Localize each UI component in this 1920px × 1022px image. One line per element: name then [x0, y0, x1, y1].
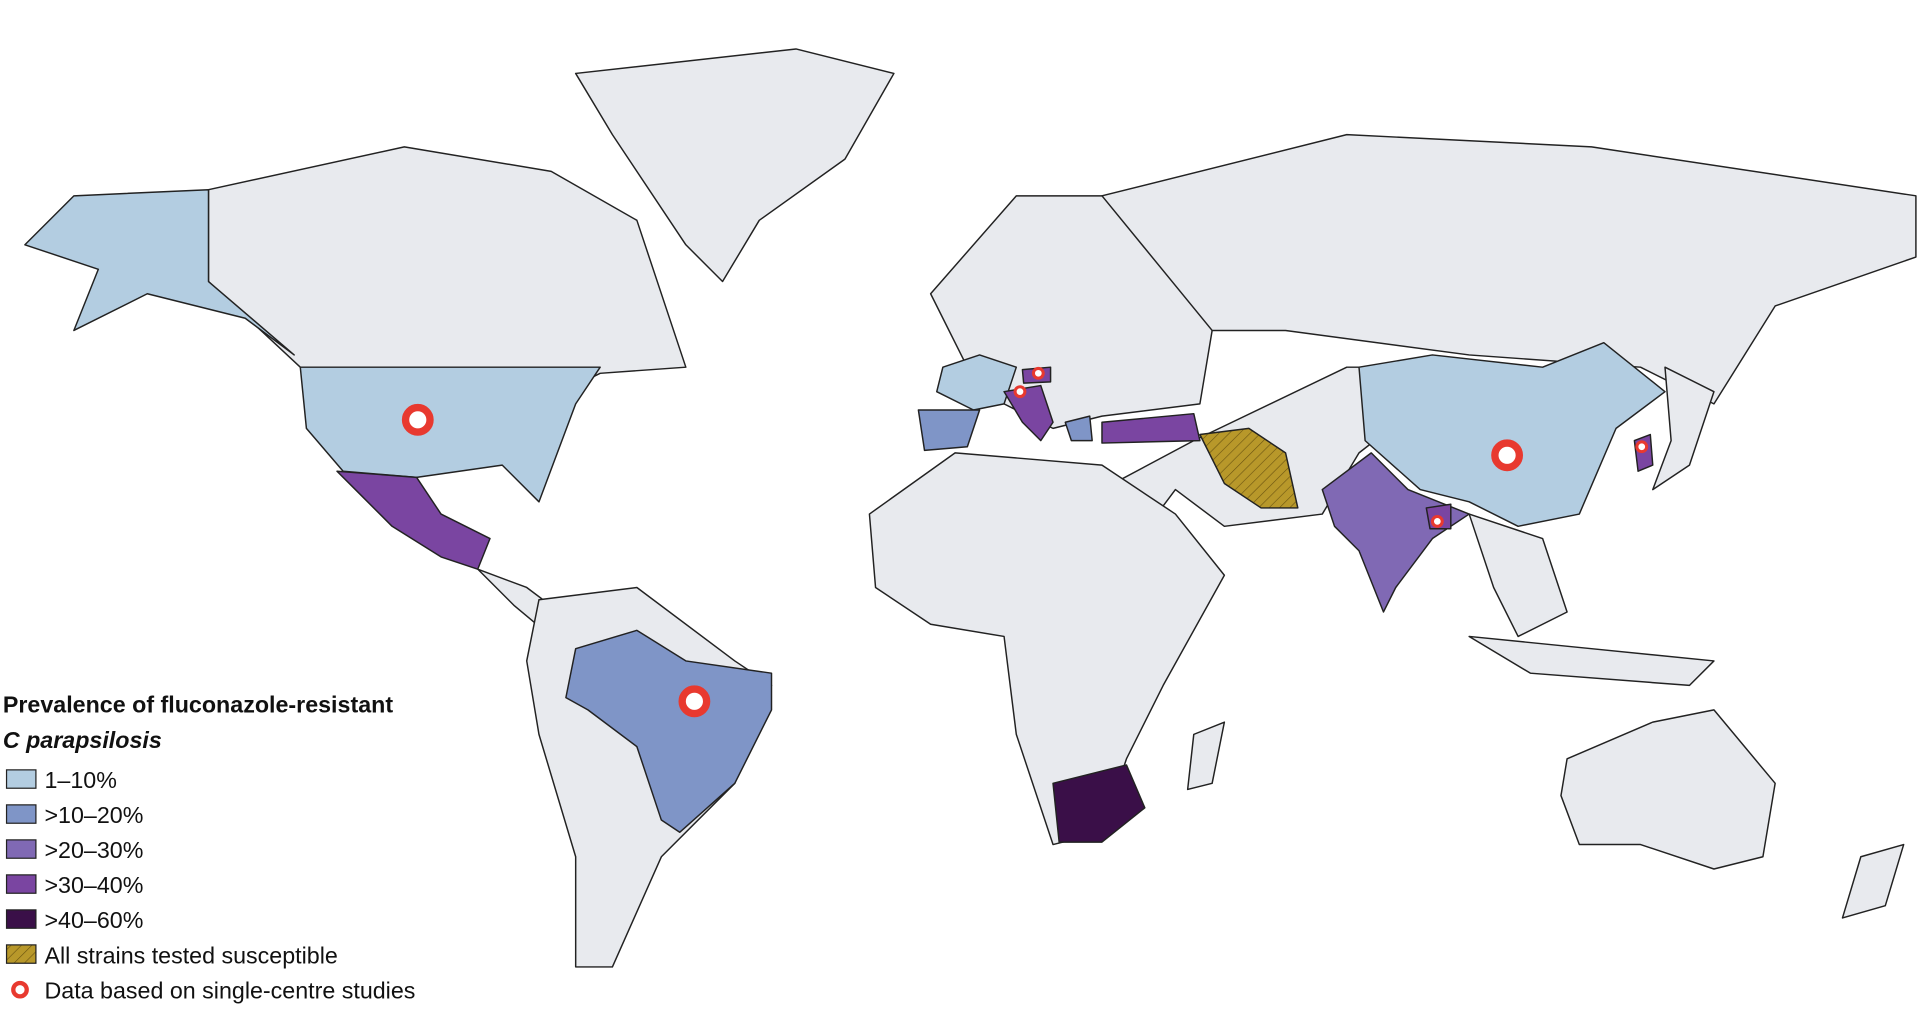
- india: [1321, 452, 1470, 613]
- legend-swatch: [5, 839, 37, 859]
- single-centre-markers: [401, 366, 1649, 718]
- site-marker: [1013, 385, 1027, 399]
- site-marker: [678, 685, 711, 718]
- japan: [1652, 366, 1715, 491]
- site-marker: [1430, 514, 1444, 528]
- brazil: [565, 629, 773, 834]
- africa: [868, 452, 1226, 846]
- site-marker: [1635, 440, 1649, 454]
- legend-label: >40–60%: [44, 907, 143, 933]
- legend-title: Prevalence of fluconazole-resistant: [3, 691, 393, 717]
- australia: [1560, 709, 1776, 870]
- spain: [917, 409, 981, 452]
- legend-swatch: [5, 944, 37, 964]
- new-zealand: [1841, 843, 1905, 919]
- usa: [299, 366, 601, 503]
- indonesia: [1468, 635, 1715, 687]
- legend-swatch: [5, 874, 37, 894]
- legend-label: >10–20%: [44, 802, 143, 828]
- italy: [1003, 384, 1054, 442]
- countries: [24, 48, 1917, 968]
- site-marker: [1491, 439, 1524, 472]
- greece: [1064, 415, 1093, 442]
- legend-swatch: [5, 909, 37, 929]
- legend: Prevalence of fluconazole-resistant C pa…: [3, 691, 416, 1003]
- legend-swatch: [5, 804, 37, 824]
- site-marker: [401, 403, 434, 436]
- legend-label: >20–30%: [44, 837, 143, 863]
- legend-swatch: [5, 769, 37, 789]
- legend-label: >30–40%: [44, 872, 143, 898]
- legend-marker-label: Data based on single-centre studies: [44, 977, 415, 1003]
- legend-marker: [11, 980, 29, 999]
- legend-label: 1–10%: [44, 767, 116, 793]
- russia-asia: [1101, 133, 1917, 405]
- china: [1358, 341, 1666, 528]
- site-marker: [1031, 366, 1045, 380]
- southeast-asia: [1468, 513, 1568, 638]
- turkey: [1101, 412, 1201, 444]
- greenland: [574, 48, 895, 283]
- france: [936, 354, 1018, 411]
- alaska: [24, 188, 295, 356]
- madagascar: [1186, 721, 1226, 791]
- canada: [207, 146, 687, 405]
- south-africa: [1052, 764, 1146, 843]
- mexico: [336, 470, 491, 570]
- iran: [1199, 427, 1299, 509]
- legend-label: All strains tested susceptible: [44, 942, 337, 968]
- legend-subtitle: C parapsilosis: [3, 727, 162, 753]
